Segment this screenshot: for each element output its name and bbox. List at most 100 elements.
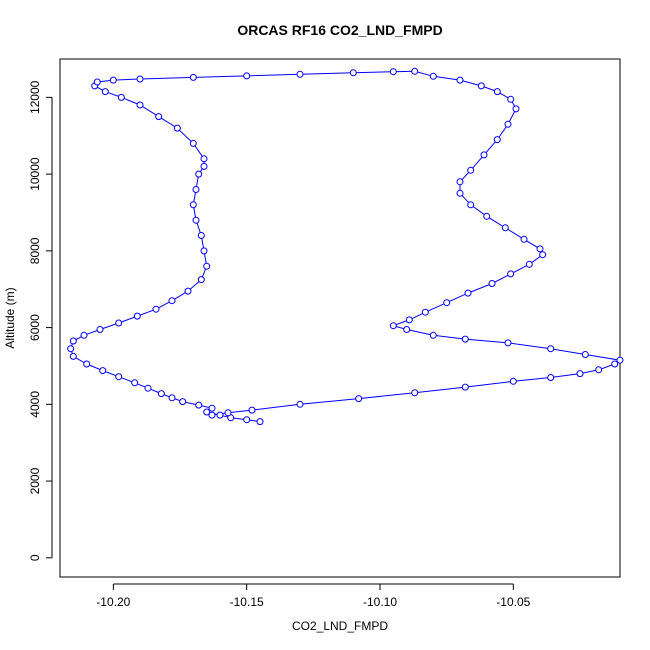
y-tick-label: 0 bbox=[28, 554, 42, 561]
data-point bbox=[520, 235, 528, 243]
data-point bbox=[192, 216, 200, 224]
y-tick-label: 2000 bbox=[28, 467, 42, 494]
data-point bbox=[168, 394, 176, 402]
data-point bbox=[117, 93, 125, 101]
data-point bbox=[421, 308, 429, 316]
data-point bbox=[547, 374, 555, 381]
data-point bbox=[101, 88, 109, 96]
data-point bbox=[115, 373, 123, 381]
data-point bbox=[611, 360, 619, 368]
data-point bbox=[200, 162, 208, 170]
data-point bbox=[483, 212, 491, 220]
data-point bbox=[477, 82, 485, 90]
data-point bbox=[429, 331, 437, 339]
data-point bbox=[464, 289, 472, 297]
data-point bbox=[429, 72, 437, 80]
data-point bbox=[243, 72, 251, 80]
data-point bbox=[456, 76, 464, 84]
data-point bbox=[547, 345, 555, 353]
y-tick-label: 8000 bbox=[28, 237, 42, 264]
data-point bbox=[525, 260, 533, 268]
y-tick-label: 4000 bbox=[28, 391, 42, 418]
data-point bbox=[507, 270, 515, 278]
data-point bbox=[195, 401, 203, 409]
series-layer bbox=[67, 67, 624, 426]
data-point bbox=[349, 69, 357, 77]
y-tick-label: 12000 bbox=[28, 80, 42, 114]
data-point bbox=[133, 312, 141, 320]
data-point bbox=[93, 78, 101, 86]
data-point bbox=[512, 105, 520, 113]
data-point bbox=[504, 339, 512, 347]
data-point bbox=[216, 411, 224, 419]
data-point bbox=[131, 379, 139, 387]
data-point bbox=[456, 189, 464, 197]
y-axis-label: Altitude (m) bbox=[3, 287, 17, 348]
x-axis-label: CO2_LND_FMPD bbox=[292, 619, 388, 633]
data-point bbox=[355, 395, 363, 403]
data-point bbox=[411, 67, 419, 75]
data-point bbox=[109, 76, 117, 84]
y-axis: 0 2000 4000 6000 8000 10000 12000 bbox=[28, 80, 53, 561]
data-point bbox=[83, 360, 91, 368]
data-point bbox=[480, 151, 488, 159]
data-point bbox=[136, 75, 144, 83]
data-point bbox=[152, 305, 160, 313]
x-axis: -10.20 -10.15 -10.10 -10.05 bbox=[96, 583, 531, 609]
data-point bbox=[411, 389, 419, 397]
data-point bbox=[99, 367, 107, 375]
data-point bbox=[80, 331, 88, 339]
data-point bbox=[179, 398, 187, 406]
data-point bbox=[507, 95, 515, 103]
data-point bbox=[296, 400, 304, 408]
data-point bbox=[96, 326, 104, 333]
data-point bbox=[203, 408, 211, 416]
data-point bbox=[189, 139, 197, 147]
data-point bbox=[184, 287, 192, 295]
data-point bbox=[467, 201, 475, 209]
x-tick-label: -10.10 bbox=[363, 595, 397, 609]
data-point bbox=[224, 409, 232, 417]
data-point bbox=[389, 68, 397, 76]
y-tick-label: 6000 bbox=[28, 314, 42, 341]
plot-frame bbox=[59, 58, 621, 578]
data-point bbox=[296, 70, 304, 78]
data-point bbox=[243, 416, 251, 424]
data-point bbox=[539, 251, 547, 259]
data-point bbox=[501, 224, 509, 232]
data-point bbox=[168, 297, 176, 305]
data-point bbox=[443, 299, 451, 307]
data-point bbox=[192, 186, 200, 193]
data-point bbox=[200, 247, 208, 255]
data-point bbox=[115, 319, 123, 327]
data-point bbox=[248, 406, 256, 414]
data-point bbox=[595, 366, 603, 374]
data-point bbox=[403, 326, 411, 333]
data-point bbox=[203, 262, 211, 270]
data-point bbox=[509, 377, 517, 385]
data-point bbox=[69, 352, 77, 360]
data-point bbox=[576, 370, 584, 378]
data-point bbox=[197, 276, 205, 284]
data-point bbox=[144, 384, 152, 392]
data-point bbox=[173, 124, 181, 132]
data-point bbox=[504, 120, 512, 128]
data-point bbox=[195, 170, 203, 178]
data-point bbox=[488, 280, 496, 287]
data-point bbox=[136, 101, 144, 109]
x-tick-label: -10.15 bbox=[230, 595, 264, 609]
data-point bbox=[467, 166, 475, 174]
x-tick-label: -10.20 bbox=[96, 595, 130, 609]
data-point bbox=[536, 245, 544, 253]
data-point bbox=[493, 88, 501, 96]
data-point bbox=[208, 404, 216, 412]
data-point bbox=[616, 356, 624, 364]
x-tick-label: -10.05 bbox=[496, 595, 530, 609]
data-point bbox=[155, 113, 163, 121]
data-point bbox=[389, 322, 397, 330]
data-point bbox=[256, 418, 264, 426]
data-point bbox=[405, 316, 413, 324]
data-point bbox=[461, 335, 469, 343]
chart-title: ORCAS RF16 CO2_LND_FMPD bbox=[237, 22, 442, 38]
